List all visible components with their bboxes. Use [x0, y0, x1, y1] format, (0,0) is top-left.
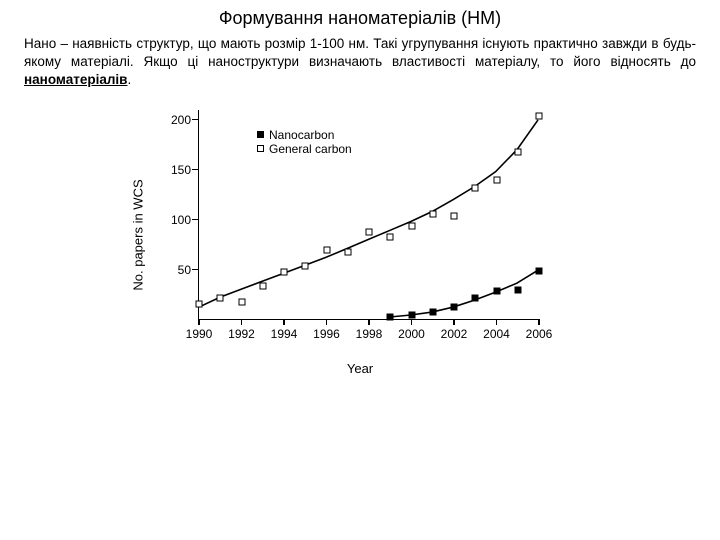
legend-label: Nanocarbon [269, 128, 334, 142]
filled-square-icon [408, 311, 415, 318]
open-square-icon [366, 228, 373, 235]
open-square-icon [257, 145, 264, 152]
filled-square-icon [472, 294, 479, 301]
xtick-label: 2002 [441, 327, 468, 341]
open-square-icon [238, 298, 245, 305]
xtick-label: 1994 [271, 327, 298, 341]
xtick-label: 1990 [186, 327, 213, 341]
xtick-label: 1998 [356, 327, 383, 341]
filled-square-icon [451, 303, 458, 310]
chart-container: No. papers in WCS Year Nanocarbon Genera… [24, 100, 696, 370]
plot-area: Nanocarbon General carbon 50100150200199… [198, 110, 538, 320]
open-square-icon [259, 282, 266, 289]
x-axis-label: Year [347, 361, 373, 376]
ytick-label: 50 [161, 263, 191, 277]
open-square-icon [493, 176, 500, 183]
para-emph: наноматеріалів [24, 72, 127, 87]
open-square-icon [536, 112, 543, 119]
open-square-icon [408, 222, 415, 229]
xtick-label: 2004 [483, 327, 510, 341]
open-square-icon [451, 212, 458, 219]
open-square-icon [344, 248, 351, 255]
ytick-label: 100 [161, 213, 191, 227]
xtick-label: 1996 [313, 327, 340, 341]
open-square-icon [217, 294, 224, 301]
filled-square-icon [429, 308, 436, 315]
para-part1: Нано – наявність структур, що мають розм… [24, 36, 696, 69]
filled-square-icon [514, 286, 521, 293]
legend: Nanocarbon General carbon [257, 128, 352, 156]
legend-label: General carbon [269, 142, 352, 156]
page-title: Формування наноматеріалів (НМ) [24, 8, 696, 29]
open-square-icon [196, 300, 203, 307]
legend-item-general: General carbon [257, 142, 352, 156]
filled-square-icon [536, 267, 543, 274]
filled-square-icon [387, 313, 394, 320]
chart-curves [199, 110, 538, 319]
open-square-icon [514, 148, 521, 155]
xtick-label: 1992 [228, 327, 255, 341]
slide-page: Формування наноматеріалів (НМ) Нано – на… [0, 0, 720, 540]
open-square-icon [472, 184, 479, 191]
xtick-label: 2000 [398, 327, 425, 341]
open-square-icon [323, 246, 330, 253]
intro-paragraph: Нано – наявність структур, що мають розм… [24, 35, 696, 90]
legend-item-nanocarbon: Nanocarbon [257, 128, 352, 142]
para-part2: . [127, 72, 131, 87]
ytick-label: 200 [161, 113, 191, 127]
y-axis-label: No. papers in WCS [131, 179, 146, 290]
open-square-icon [387, 233, 394, 240]
papers-chart: No. papers in WCS Year Nanocarbon Genera… [150, 100, 570, 370]
open-square-icon [429, 210, 436, 217]
open-square-icon [281, 268, 288, 275]
xtick-label: 2006 [526, 327, 553, 341]
open-square-icon [302, 262, 309, 269]
ytick-label: 150 [161, 163, 191, 177]
filled-square-icon [257, 131, 264, 138]
filled-square-icon [493, 287, 500, 294]
